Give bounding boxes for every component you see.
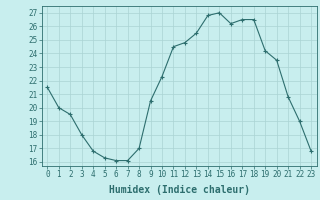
X-axis label: Humidex (Indice chaleur): Humidex (Indice chaleur): [109, 185, 250, 195]
